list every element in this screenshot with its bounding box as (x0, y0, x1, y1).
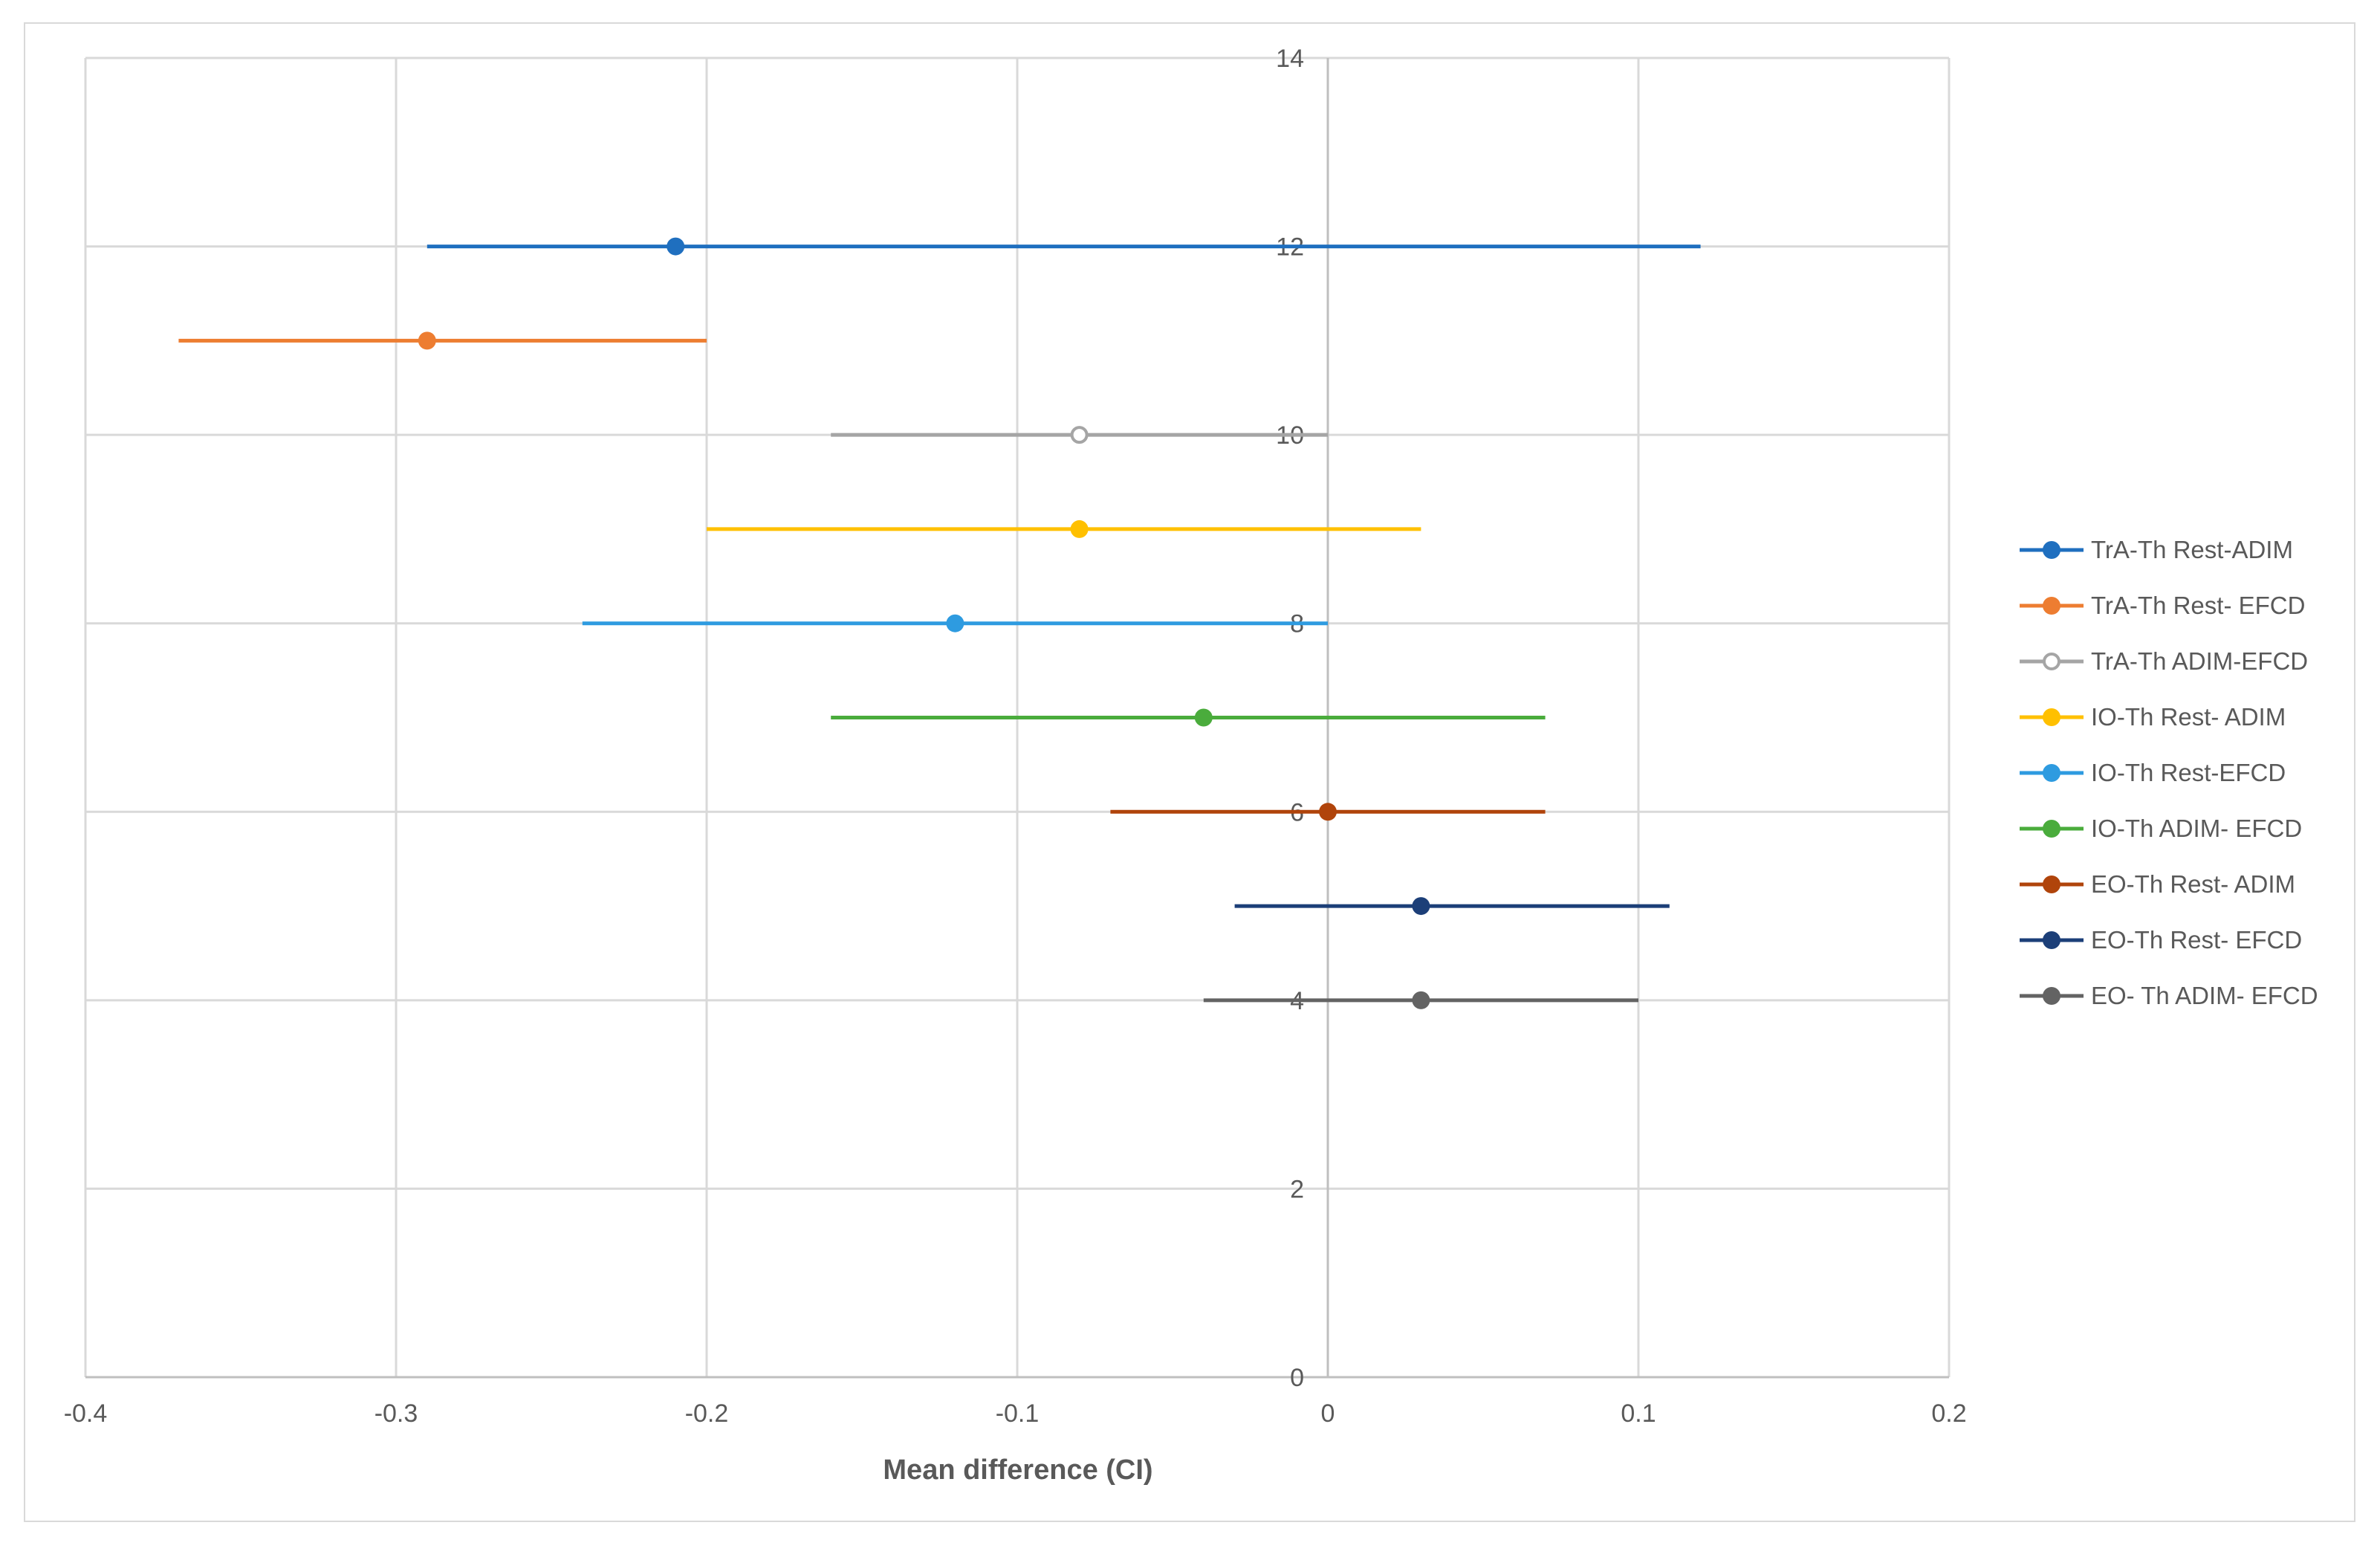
x-tick-label: 0 (1321, 1399, 1335, 1428)
mean-point (1194, 708, 1213, 727)
x-axis-title: Mean difference (CI) (883, 1454, 1152, 1486)
series-8 (1234, 897, 1670, 916)
legend-marker (2043, 931, 2060, 949)
legend-item: IO-Th ADIM- EFCD (2020, 815, 2302, 842)
series-3 (831, 426, 1328, 444)
series-9 (1203, 991, 1638, 1009)
series-6 (831, 708, 1546, 727)
legend-marker (2043, 820, 2060, 838)
x-tick-label: 0.2 (1931, 1399, 1966, 1428)
series-4 (707, 520, 1421, 538)
legend-label: EO-Th Rest- EFCD (2091, 926, 2302, 954)
x-tick-label: -0.4 (64, 1399, 108, 1428)
legend-label: TrA-Th Rest-ADIM (2091, 536, 2293, 563)
series-2 (178, 331, 707, 350)
series-1 (427, 237, 1701, 256)
mean-point (1412, 897, 1430, 916)
y-tick-label: 14 (1276, 45, 1304, 73)
legend-item: TrA-Th Rest- EFCD (2020, 592, 2305, 619)
legend-marker (2043, 876, 2060, 893)
mean-point (1412, 991, 1430, 1009)
legend: TrA-Th Rest-ADIM TrA-Th Rest- EFCD TrA-Th … (2020, 536, 2318, 1009)
series-marks (178, 237, 1701, 1009)
legend-label: TrA-Th ADIM-EFCD (2091, 647, 2308, 675)
legend-item: EO-Th Rest- ADIM (2020, 870, 2295, 898)
x-tick-label: -0.3 (374, 1399, 418, 1428)
series-5 (582, 614, 1328, 632)
legend-label: IO-Th Rest-EFCD (2091, 759, 2286, 786)
legend-marker (2043, 764, 2060, 782)
legend-item: TrA-Th Rest-ADIM (2020, 536, 2293, 563)
legend-label: IO-Th ADIM- EFCD (2091, 815, 2302, 842)
legend-marker (2043, 653, 2060, 670)
legend-label: IO-Th Rest- ADIM (2091, 703, 2286, 731)
legend-item: IO-Th Rest-EFCD (2020, 759, 2286, 786)
legend-label: EO-Th Rest- ADIM (2091, 870, 2295, 898)
mean-point (418, 331, 436, 350)
x-tick-labels: -0.4 -0.3 -0.2 -0.1 0 0.1 0.2 (64, 1399, 1967, 1428)
legend-item: IO-Th Rest- ADIM (2020, 703, 2286, 731)
legend-label: TrA-Th Rest- EFCD (2091, 592, 2305, 619)
x-tick-label: -0.1 (996, 1399, 1040, 1428)
x-tick-label: 0.1 (1621, 1399, 1656, 1428)
legend-item: TrA-Th ADIM-EFCD (2020, 647, 2308, 675)
series-7 (1110, 803, 1546, 821)
mean-point (1070, 426, 1089, 444)
y-tick-label: 2 (1290, 1175, 1304, 1203)
mean-point (1070, 520, 1089, 538)
mean-point (946, 614, 964, 632)
y-tick-label: 0 (1290, 1364, 1304, 1392)
legend-label: EO- Th ADIM- EFCD (2091, 982, 2318, 1009)
x-tick-label: -0.2 (685, 1399, 729, 1428)
mean-point (667, 237, 685, 256)
legend-marker (2043, 597, 2060, 615)
mean-point (1319, 803, 1337, 821)
legend-item: EO-Th Rest- EFCD (2020, 926, 2302, 954)
chart-frame (24, 22, 2355, 1522)
legend-item: EO- Th ADIM- EFCD (2020, 982, 2318, 1009)
legend-marker (2043, 987, 2060, 1005)
legend-marker (2043, 541, 2060, 559)
legend-marker (2043, 708, 2060, 726)
